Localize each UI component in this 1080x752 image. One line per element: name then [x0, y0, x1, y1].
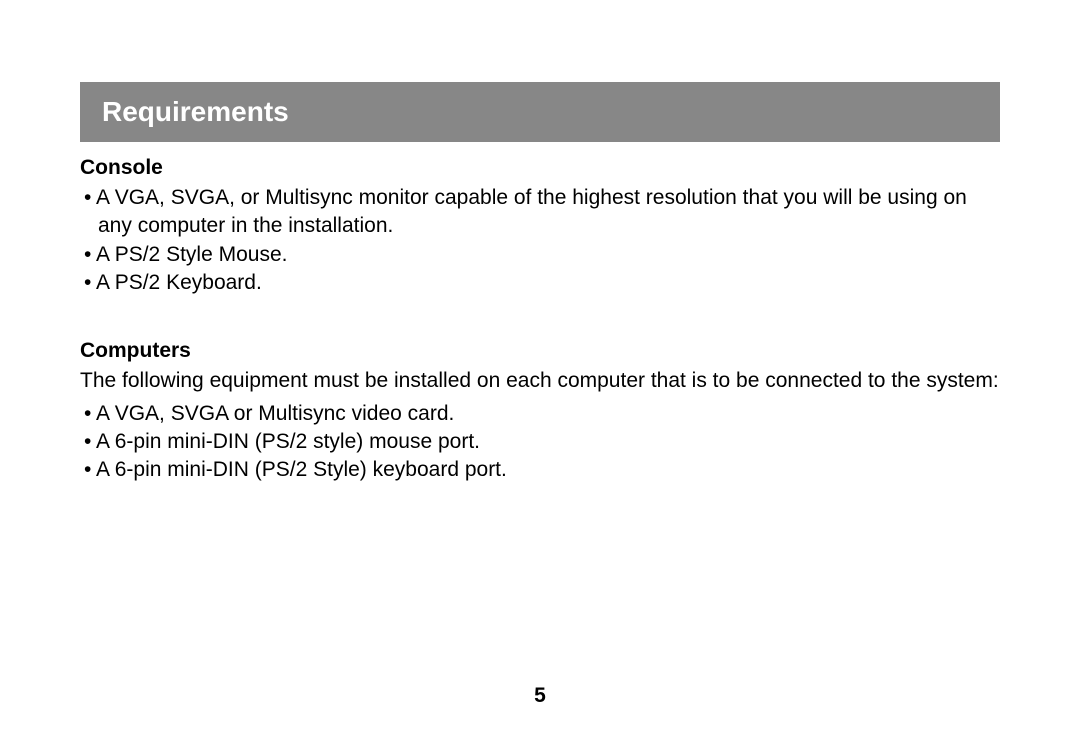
bullet-text: A PS/2 Keyboard.: [96, 271, 262, 294]
bullet-text: A PS/2 Style Mouse.: [96, 243, 287, 266]
bullet-text: A VGA, SVGA or Multisync video card.: [96, 402, 454, 425]
bullet-text: A VGA, SVGA, or Multisync monitor capabl…: [96, 186, 967, 237]
bullet-item: • A PS/2 Keyboard.: [80, 269, 1000, 297]
section-heading-computers: Computers: [80, 339, 1000, 363]
section-computers: Computers The following equipment must b…: [80, 339, 1000, 484]
section-intro-computers: The following equipment must be installe…: [80, 367, 1000, 395]
bullet-item: • A PS/2 Style Mouse.: [80, 241, 1000, 269]
page-number: 5: [0, 684, 1080, 708]
bullet-item: • A 6-pin mini-DIN (PS/2 Style) keyboard…: [80, 456, 1000, 484]
page-title-bar: Requirements: [80, 82, 1000, 142]
section-heading-console: Console: [80, 156, 1000, 180]
bullet-text: A 6-pin mini-DIN (PS/2 style) mouse port…: [96, 430, 480, 453]
section-console: Console • A VGA, SVGA, or Multisync moni…: [80, 156, 1000, 297]
section-gap: [80, 297, 1000, 325]
bullet-item: • A 6-pin mini-DIN (PS/2 style) mouse po…: [80, 428, 1000, 456]
bullet-text: A 6-pin mini-DIN (PS/2 Style) keyboard p…: [96, 458, 507, 481]
bullet-item: • A VGA, SVGA or Multisync video card.: [80, 400, 1000, 428]
bullet-item: • A VGA, SVGA, or Multisync monitor capa…: [80, 184, 1000, 241]
document-page: Requirements Console • A VGA, SVGA, or M…: [0, 0, 1080, 485]
page-title: Requirements: [102, 96, 289, 127]
